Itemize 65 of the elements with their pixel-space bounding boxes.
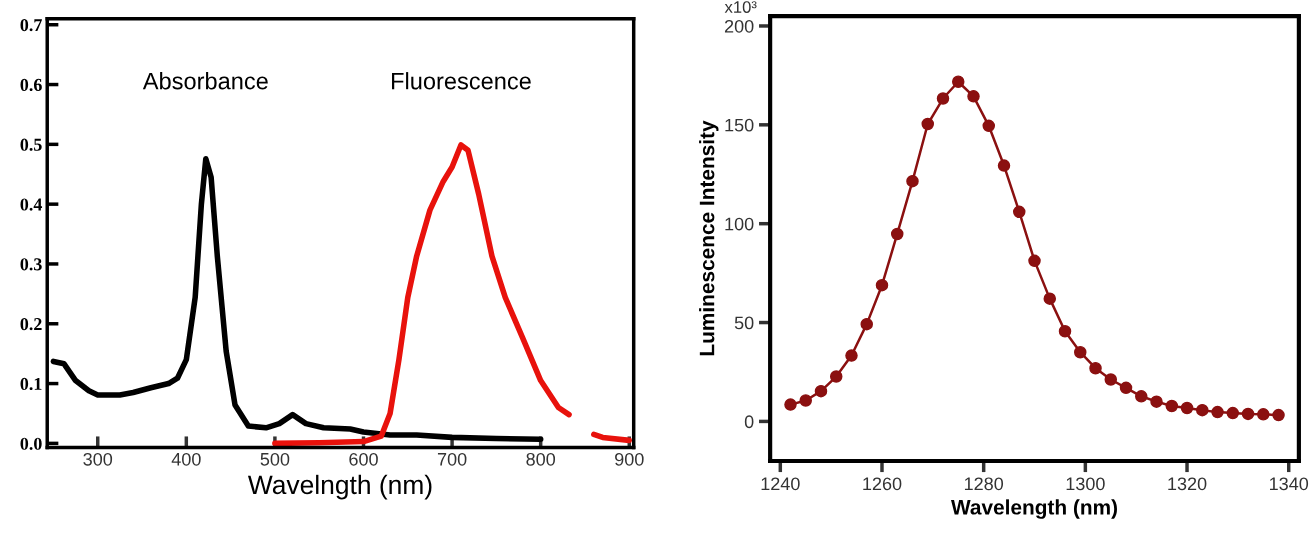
annotation: Fluorescence [392, 72, 531, 90]
y-tick-label: 0 [744, 415, 754, 429]
y-tick-label: 200 [724, 19, 754, 33]
point [1226, 406, 1240, 420]
point [936, 92, 950, 105]
point [1257, 408, 1270, 421]
annotation: Absorbance [142, 72, 268, 90]
point [1150, 395, 1163, 408]
point [1180, 401, 1194, 415]
point [875, 278, 889, 292]
y-tick-label: 0.1 [20, 377, 42, 391]
point [1058, 325, 1072, 338]
point [814, 384, 828, 398]
point [1119, 381, 1133, 395]
x-tick-label: 1320 [1168, 477, 1207, 491]
x-tick-label: 1280 [964, 477, 1004, 491]
x-axis-title: Wavelength (nm) [951, 499, 1117, 519]
x-tick-label: 700 [437, 452, 467, 466]
y-tick-label: 0.4 [20, 198, 43, 211]
y-tick-label: 0.0 [20, 437, 42, 450]
point [1028, 254, 1041, 268]
x-tick-label: 800 [526, 452, 556, 466]
y-axis-title: Luminescence Intensity [699, 120, 719, 356]
point [1196, 403, 1209, 417]
point [967, 90, 980, 103]
y-tick-label: 0.7 [20, 19, 42, 32]
text: x10³ [724, 1, 757, 13]
y-tick-label: 0.6 [20, 78, 42, 92]
point [829, 370, 843, 383]
x-tick-label: 1300 [1066, 477, 1105, 491]
point [784, 398, 797, 411]
x-tick-label: 300 [83, 452, 113, 466]
point [845, 349, 858, 362]
y-tick-label: 0.2 [20, 318, 42, 331]
point [860, 317, 873, 331]
x-tick-label: 1340 [1270, 477, 1309, 491]
y-tick-label: 50 [734, 316, 754, 330]
point [921, 117, 934, 131]
x-tick-label: 1260 [863, 477, 902, 491]
point [1272, 408, 1285, 422]
point [1043, 292, 1057, 305]
y-tick-label: 150 [725, 118, 754, 132]
point [1089, 361, 1102, 375]
x-tick-label: 600 [349, 452, 378, 466]
x-tick-label: 400 [171, 452, 201, 466]
y-tick-label: 100 [725, 217, 754, 231]
point [952, 75, 965, 88]
x-tick-label: 1240 [761, 477, 800, 491]
x-tick-label: 500 [260, 452, 290, 466]
x-axis-title: Wavelngth (nm) [247, 474, 432, 500]
point [906, 174, 919, 188]
point [1241, 407, 1255, 421]
point [982, 119, 996, 133]
point [997, 159, 1011, 172]
point [1104, 373, 1118, 386]
x-tick-label: 900 [615, 452, 644, 466]
point [799, 394, 812, 407]
point [1211, 405, 1224, 419]
y-tick-label: 0.5 [20, 138, 42, 151]
point [1013, 205, 1026, 219]
y-tick-label: 0.3 [20, 258, 42, 271]
point [1165, 399, 1179, 413]
point [890, 227, 904, 241]
point [1074, 345, 1087, 359]
point [1135, 390, 1148, 403]
